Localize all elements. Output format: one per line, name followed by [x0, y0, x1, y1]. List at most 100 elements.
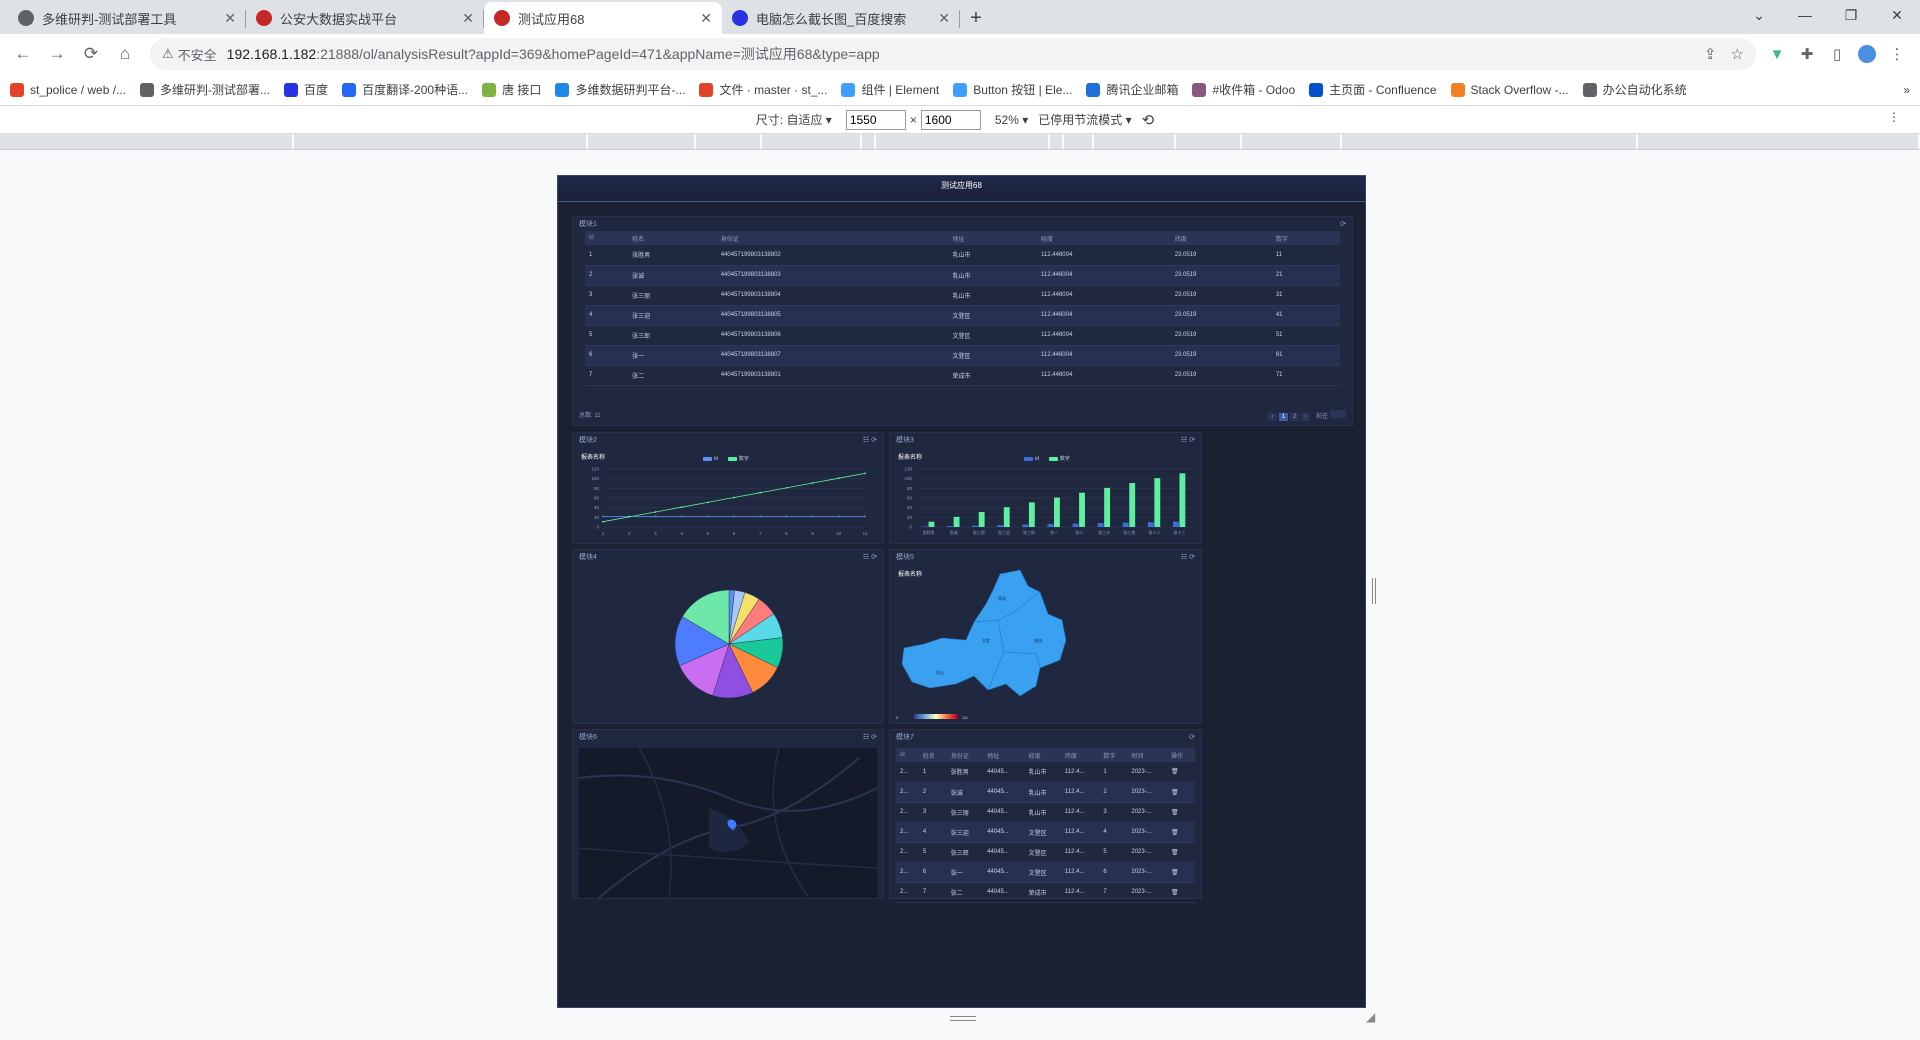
bar[interactable] — [1147, 522, 1154, 527]
bar[interactable] — [928, 521, 935, 527]
column-header[interactable]: 数字 — [1271, 231, 1340, 245]
data-point[interactable] — [706, 501, 709, 504]
data-point[interactable] — [785, 486, 788, 489]
browser-tab[interactable]: 多维研判-测试部署工具 ✕ — [8, 2, 246, 34]
delete-icon[interactable]: 🗑 — [1166, 842, 1195, 863]
column-header[interactable]: id — [585, 231, 629, 245]
column-header[interactable]: 地址 — [948, 231, 1038, 245]
legend-item[interactable]: id — [703, 455, 718, 462]
column-header[interactable]: 地址 — [983, 748, 1025, 762]
legend-item[interactable]: 数字 — [1048, 455, 1070, 462]
browser-tab[interactable]: 公安大数据实战平台 ✕ — [246, 2, 484, 34]
security-warning[interactable]: ⚠ 不安全 — [162, 45, 217, 64]
bookmark-item[interactable]: Stack Overflow -... — [1450, 82, 1569, 97]
table-row[interactable]: 2... 2 张诚 44045... 乳山市 112.4... 2 2023-... 🗑 — [896, 782, 1195, 803]
data-point[interactable] — [680, 506, 683, 509]
viewport-resize-handle-bottom[interactable] — [950, 1016, 976, 1021]
device-more-icon[interactable]: ⋮ — [1888, 110, 1900, 124]
forward-icon[interactable]: → — [48, 44, 66, 63]
profile-avatar[interactable] — [1852, 39, 1882, 69]
refresh-icon[interactable]: ⟳ — [1189, 734, 1195, 741]
table-row[interactable]: 6 张一 440457199803138807 文登区 112.446004 23.051… — [585, 345, 1340, 366]
column-header[interactable]: 纬度 — [1060, 748, 1100, 762]
data-point[interactable] — [837, 477, 840, 480]
legend-item[interactable]: 数字 — [727, 455, 749, 462]
table-row[interactable]: 2 张诚 440457199803138803 乳山市 112.446004 23.051… — [585, 265, 1340, 286]
bar[interactable] — [1129, 483, 1136, 527]
restore-button[interactable]: ❐ — [1844, 6, 1858, 23]
bar[interactable] — [978, 512, 985, 527]
bar[interactable] — [1154, 478, 1161, 527]
data-point[interactable] — [759, 515, 762, 518]
rotate-icon[interactable]: ⟲ — [1141, 111, 1155, 129]
extensions-icon[interactable]: ✚ — [1800, 46, 1814, 63]
url-text[interactable]: 192.168.1.182:21888/ol/analysisResult?ap… — [227, 44, 1690, 64]
data-point[interactable] — [654, 515, 657, 518]
goto-page-input[interactable] — [1330, 410, 1346, 418]
data-point[interactable] — [811, 515, 814, 518]
bar[interactable] — [947, 526, 953, 527]
data-point[interactable] — [733, 515, 735, 518]
table-row[interactable]: 2... 5 张三郎 44045... 文登区 112.4... 5 2023-... 🗑 — [896, 842, 1195, 863]
media-query-ruler[interactable] — [0, 134, 1920, 150]
viewport-resize-corner[interactable]: ◢ — [1366, 1010, 1376, 1024]
bar[interactable] — [1028, 502, 1035, 527]
table-row[interactable]: 2... 4 张三迎 44045... 文登区 112.4... 4 2023-... 🗑 — [896, 822, 1195, 843]
tab-search-button[interactable]: ⌄ — [1753, 6, 1765, 23]
tab-close-icon[interactable]: ✕ — [700, 9, 712, 26]
data-point[interactable] — [654, 511, 657, 513]
bar[interactable] — [1179, 473, 1186, 527]
column-header[interactable]: 数字 — [1099, 748, 1128, 762]
data-point[interactable] — [864, 515, 866, 518]
panel-actions-icon[interactable]: ☷ ⟳ — [862, 554, 877, 561]
pie-slice[interactable] — [674, 616, 730, 667]
column-header[interactable]: 经度 — [1024, 748, 1061, 762]
data-point[interactable] — [706, 515, 709, 518]
delete-icon[interactable]: 🗑 — [1166, 882, 1195, 903]
bookmark-item[interactable]: 百度翻译-200种语... — [342, 81, 468, 98]
throttle-select[interactable]: 已停用节流模式 ▾ — [1038, 113, 1132, 127]
side-panel-icon[interactable]: ▯ — [1832, 46, 1842, 63]
minimize-button[interactable]: — — [1798, 7, 1812, 23]
column-header[interactable]: 经度 — [1037, 231, 1171, 245]
data-point[interactable] — [602, 520, 604, 523]
back-icon[interactable]: ← — [14, 44, 32, 63]
delete-icon[interactable]: 🗑 — [1166, 802, 1195, 823]
page-button[interactable]: 1 — [1278, 413, 1288, 421]
bar[interactable] — [1003, 507, 1010, 527]
data-point[interactable] — [680, 515, 683, 518]
browser-tab[interactable]: 电脑怎么截长图_百度搜索 ✕ — [722, 2, 960, 34]
viewport-resize-handle-right[interactable] — [1372, 578, 1376, 604]
page-button[interactable]: 2 — [1289, 413, 1299, 421]
table-row[interactable]: 7 张二 440457199803138801 荣成市 112.446004 23.051… — [585, 365, 1340, 386]
bar[interactable] — [997, 525, 1004, 527]
bookmark-item[interactable]: 文件 · master · st_... — [699, 81, 827, 98]
panel-actions-icon[interactable]: ☷ ⟳ — [862, 734, 877, 741]
delete-icon[interactable]: 🗑 — [1166, 822, 1195, 843]
panel-actions-icon[interactable]: ☷ ⟳ — [1180, 437, 1195, 444]
browser-tab[interactable]: 测试应用68 ✕ — [484, 2, 722, 34]
data-point[interactable] — [628, 515, 631, 518]
column-header[interactable]: 纬度 — [1170, 231, 1272, 245]
bar[interactable] — [1054, 497, 1060, 527]
bar[interactable] — [953, 516, 960, 527]
column-header[interactable]: 身份证 — [946, 748, 984, 762]
pie-slice[interactable] — [682, 589, 730, 645]
viewport-width-input[interactable] — [845, 109, 906, 130]
bar[interactable] — [1122, 522, 1129, 527]
data-point[interactable] — [785, 515, 788, 518]
bookmark-item[interactable]: 唐 接口 — [482, 81, 541, 98]
bar[interactable] — [1047, 524, 1054, 527]
refresh-icon[interactable]: ⟳ — [1340, 221, 1346, 228]
bookmark-item[interactable]: 办公自动化系统 — [1582, 81, 1687, 98]
bar[interactable] — [1022, 524, 1029, 527]
close-window-button[interactable]: ✕ — [1891, 6, 1903, 23]
panel-actions-icon[interactable]: ☷ ⟳ — [1180, 554, 1195, 561]
bar[interactable] — [1072, 523, 1079, 527]
panel-actions-icon[interactable]: ☷ ⟳ — [862, 437, 877, 444]
tab-close-icon[interactable]: ✕ — [938, 9, 950, 26]
data-point[interactable] — [759, 491, 762, 494]
bar[interactable] — [1097, 523, 1104, 527]
table-row[interactable]: 2... 3 张三丽 44045... 乳山市 112.4... 3 2023-... 🗑 — [896, 802, 1195, 823]
table-row[interactable]: 2... 6 张一 44045... 文登区 112.4... 6 2023-... 🗑 — [896, 862, 1195, 883]
